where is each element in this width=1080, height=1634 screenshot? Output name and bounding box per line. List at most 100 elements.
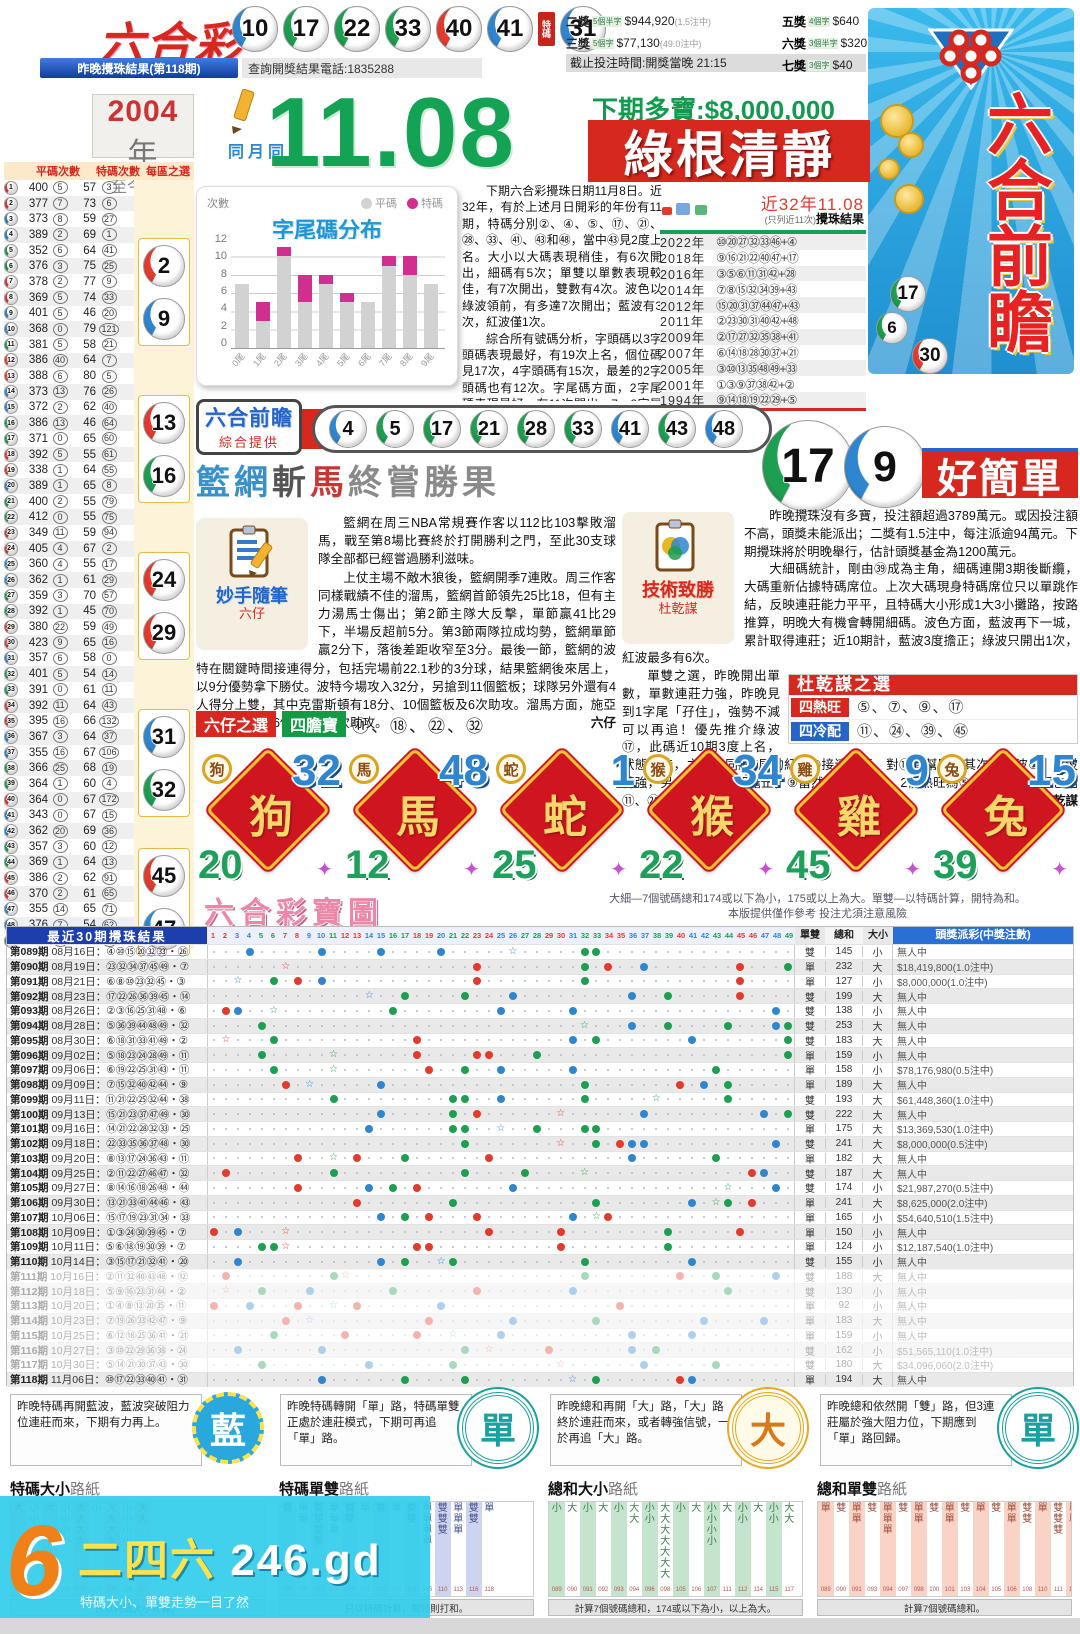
result-row: 第097期 09月06日：⑥⑲㉒㉕㉛㊸・⑪單158小$78,176,980(0.… [7,1062,1073,1078]
stat-row: 36 367 3 64 37 [4,729,134,745]
zodiac-main-number: 34 [733,746,782,795]
road-paper-caption: 計算7個號碼總和。 [817,1599,1072,1616]
lottery-ball: 44 [4,855,18,870]
stat-row: 34 392 11 64 43 [4,697,134,714]
lottery-ball: 47 [4,902,18,917]
lottery-ball: 24 [143,558,185,601]
result-row: 第098期 09月09日：⑦⑮㉜㊵㊷㊹・⑨單189大無人中 [7,1076,1073,1093]
stat-row: 6 376 3 75 25 [4,258,134,275]
zodiac-cell: 馬 馬 48 12 ✦ [343,744,490,887]
lottery-ball: 42 [4,824,18,839]
watermark: 6 二四六 246.gd 特碼大小、單雙走勢一目了然 [0,1496,430,1634]
lottery-ball: 14 [4,384,18,399]
lottery-ball: 5 [4,243,18,258]
lottery-ball: 17 [4,431,18,446]
chart-bar [235,283,249,348]
road-paper: 總和單雙路紙單 089 雙 090 單單 091 雙 093 單單單 094 雙 097 單單 098 雙 1… [817,1478,1072,1616]
stat-row: 45 386 2 62 91 [4,870,134,886]
column-icon-box: 技術致勝 杜乾謀 [622,512,734,644]
zodiac-alt-number: 25 [492,843,537,887]
lottery-ball: 38 [4,761,18,776]
result-row: 第100期 09月13日：⑮㉑㉓㊲㊼㊾・㉚雙222大無人中 [7,1106,1073,1122]
zodiac-ring-label: 猴 [643,754,673,784]
zone-picks-column: 291316242931324547 [134,180,194,956]
columnist-name: 杜乾謀 [658,600,698,616]
lottery-ball: 21 [4,494,18,509]
stat-row: 40 364 0 67 172 [4,791,134,808]
stat-row: 39 364 1 60 4 [4,776,134,792]
zodiac-ring-label: 雞 [790,754,820,784]
lottery-ball: 9 [143,297,185,340]
lottery-ball: 9 [844,426,926,508]
stat-row: 7 378 2 77 9 [4,274,134,290]
picks-box-row: 四熱旺 ⑤、⑦、⑨、⑰ [789,694,1077,719]
year-result-row: 2009年 ②⑰㉗㉜㉟㊳+㊶ [660,328,866,345]
year-result-row: 2001年 ①③⑨㊲㊳㊷+② [660,377,795,393]
result-row: 第102期 09月18日：㉒㉝㉟㊱㊲㊽・㉚雙241大$8,000,000(0.5… [7,1135,1073,1152]
stat-row: 22 412 0 55 75 [4,509,134,526]
year-result-row: 2011年 ②㉓㉚㉛㊵㊷+㊽ [660,314,799,330]
zodiac-animal-icon: 馬 [396,793,440,842]
stat-row: 20 389 1 65 8 [4,478,134,494]
chart-legend: 平碼 特碼 [361,195,443,211]
forecast-label: 六合前瞻 綜合提供 [196,399,302,455]
watermark-subtext: 特碼大小、單雙走勢一目了然 [80,1595,250,1610]
prize-row: 三獎 5個字 $77,130 (49.0注中) [566,36,702,51]
lottery-ball: 23 [4,525,18,540]
road-paper-grid: 單 089 雙 090 單單 091 雙 093 單單單 094 雙 097 單單 098 雙 100 單單 10… [817,1501,1072,1597]
result-row: 第094期 08月28日：⑤㊱㊴㊹㊽㊾・㉜雙253大無人中 [7,1017,1073,1034]
header-te-count: 特碼次數 [96,166,140,178]
pick-type: 四膽寶 [282,711,347,737]
sparkle-icon: ✦ [1051,859,1068,881]
result-row: 第111期 10月16日：②⑪㉜㊵㊸㊽・⑫雙188大無人中 [7,1268,1073,1284]
zodiac-cell: 狗 狗 32 20 ✦ [196,744,343,887]
result-row: 第106期 09月30日：⑬㉑㉝㊶㊹㊻・㊸單241大$8,625,000(2.0… [7,1194,1073,1211]
lottery-ball: 25 [4,557,18,572]
stat-row: 2 377 7 73 6 [4,195,134,212]
lottery-ball: 29 [143,611,185,654]
banner-vertical-title: 六合前瞻 [987,88,1053,360]
result-row: 第092期 08月23日：⑰㉒㉖㊱㊴㊺・⑭雙199大無人中 [7,988,1073,1004]
lottery-ball: 43 [658,410,696,448]
result-row: 第115期 10月25日：⑥⑫⑱㉕㊱㊶・㉑單159小無人中 [7,1327,1073,1343]
table-header: 最近30期攪珠結果 1 2 3 4 5 6 7 8 9 10 11 12 13 14 15 16 17 18 19 2… [7,927,1073,944]
tail-digit-chart: 次數 平碼 特碼 字尾碼分布 0 2 4 6 8 10 12 0尾 1尾 2尾 3尾 4尾 5尾 6尾 7尾… [196,186,458,386]
years-rows: 2022年 ⑩⑳㉗㉜㉝㊻+④ 2018年 ⑨⑯㉑㉒㊵㊼+⑰ 2016年 ③⑤⑥⑪㉛㊷+㉘ 2… [660,230,866,411]
coin-icon [894,184,924,214]
analysis-paragraph: 下期六合彩攪珠日期11月8日。近32年，有於上述月日開彩的年份有11期，特碼分別… [462,184,662,330]
stat-row: 16 386 13 46 64 [4,415,134,431]
historical-results: 近32年11.08 (只列近11次)攪珠結果 2022年 ⑩⑳㉗㉜㉝㊻+④ 2018… [660,190,866,411]
road-paper-title: 特碼單雙路紙 [279,1481,370,1498]
year-result-row: 2022年 ⑩⑳㉗㉜㉝㊻+④ [660,234,866,250]
stamp-icon: 藍 [192,1392,264,1464]
chart-y-ticks: 0 2 4 6 8 10 12 [214,233,227,349]
note-text: 昨晚總和再開「大」路，「大」路終於連莊而來，或者轉強信號，一於再追「大」路。 [550,1394,742,1466]
lottery-ball: 20 [4,478,18,493]
stat-row: 11 381 5 58 21 [4,337,134,353]
columnist-picks-box: 杜乾謀之選 四熱旺 ⑤、⑦、⑨、⑰ 四冷配 ⑪、㉔、㊴、㊺ [788,674,1078,744]
picks-box-title: 杜乾謀之選 [789,675,1077,695]
coin-icon [898,132,924,158]
header-zone-pick: 每區之選 [146,166,190,178]
lottery-ball: 9 [4,306,18,321]
zodiac-animal-icon: 猴 [690,793,734,842]
table-rows: 第089期 08月16日：④⑩⑮⑳㉜㉝・㉖雙145小無人中第090期 08月19… [7,944,1073,1388]
zone-pick-box: 13 16 [138,395,190,503]
year-result-row: 2012年 ⑮⑳㉛㊲㊹㊼+㊸ [660,297,866,314]
stat-row: 27 359 3 70 57 [4,588,134,604]
header: 六合彩 昨晚攪珠結果(第118期) 查詢開獎結果電話:1835288 10 17 2… [0,0,1080,88]
same-date-label: 同月同日 [228,144,309,161]
road-paper: 總和大小路紙小 089 大 090 小 091 大 092 小 093 大大 094 小小 096 大大大大… [548,1478,803,1616]
zone-pick-box: 24 29 [138,552,190,660]
lottery-ball: 22 [4,510,18,525]
lottery-ball: 45 [4,871,18,886]
result-row: 第118期 11月06日：⑩⑰㉒㉝㊵㊶・㉛單194大無人中 [7,1371,1073,1388]
pick-values: ⑪、⑱、㉒、㉜ [352,716,486,736]
forecast-subtitle: 綜合提供 [218,435,279,450]
sparkle-icon: ✦ [757,859,774,881]
chart-bar [256,302,270,348]
col-danshuang: 單雙 [795,927,825,944]
result-row: 第107期 10月06日：⑮⑰⑲㉓㉛㉞・㉝單165小$54,640,510(1.… [7,1209,1073,1225]
